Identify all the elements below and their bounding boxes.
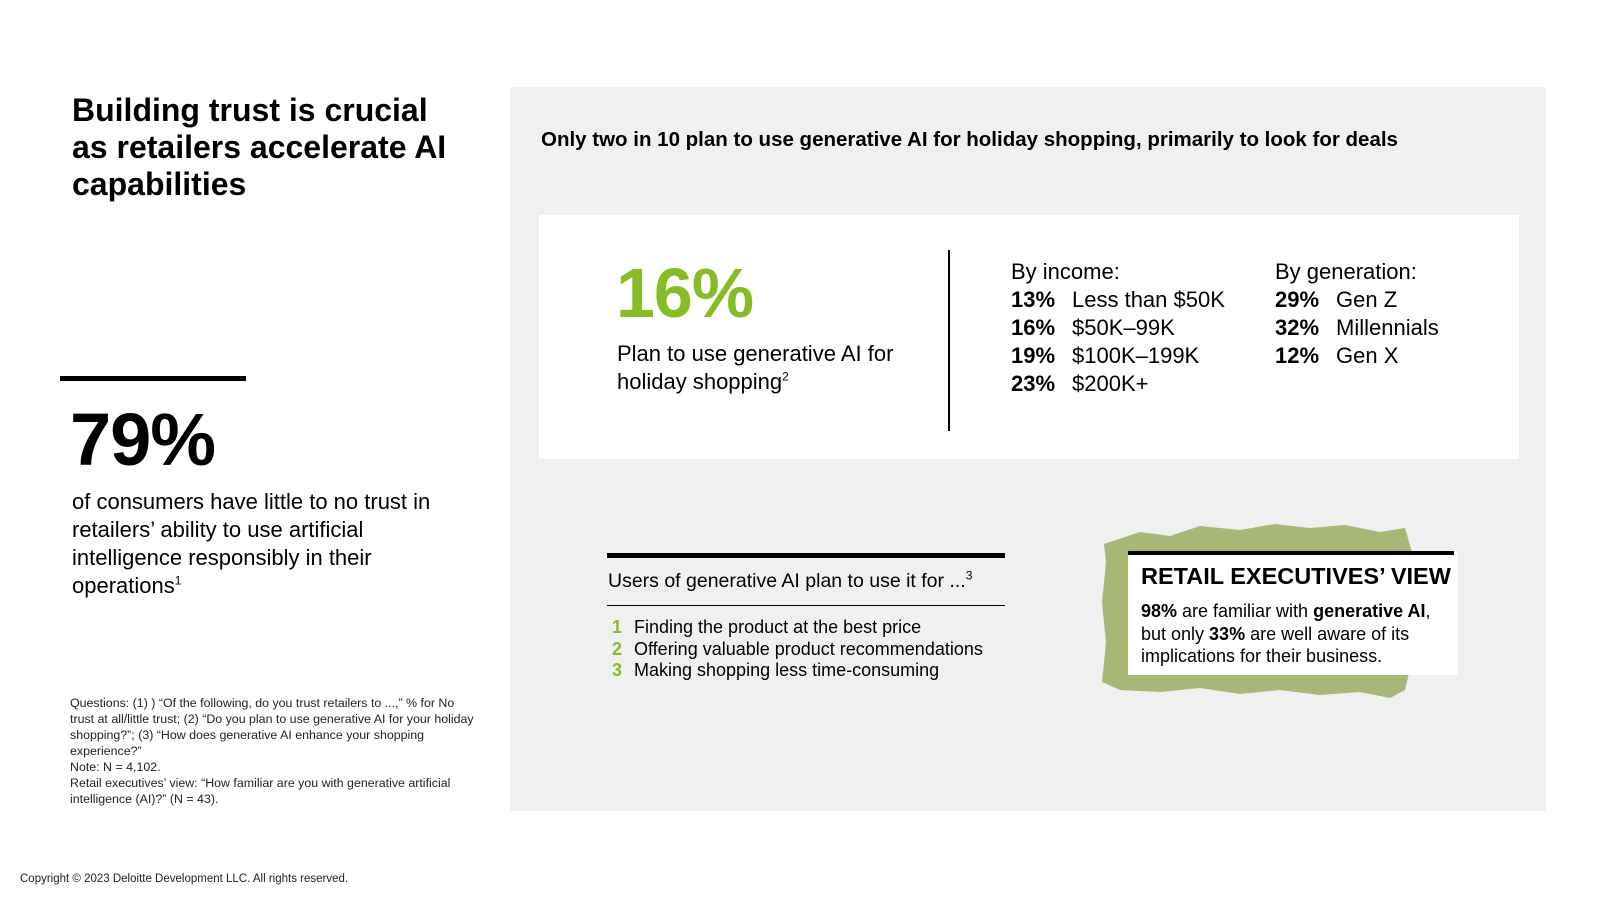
by-income-title: By income: xyxy=(1011,259,1120,284)
stats-divider xyxy=(948,250,950,431)
by-generation-group: By generation: 29% Gen Z 32% Millennials… xyxy=(1275,258,1439,370)
footnote-exec: Retail executives’ view: “How familiar a… xyxy=(70,776,451,806)
income-label: $50K–99K xyxy=(1072,315,1175,340)
income-value: 16% xyxy=(1011,315,1056,340)
income-row: 16% $50K–99K xyxy=(1011,314,1225,342)
footnotes: Questions: (1) ) “Of the following, do y… xyxy=(70,695,480,807)
footnote-note: Note: N = 4,102. xyxy=(70,760,161,774)
trust-stat-description: of consumers have little to no trust in … xyxy=(72,488,472,600)
income-label: $100K–199K xyxy=(1072,343,1200,368)
footnote-questions: Questions: (1) ) “Of the following, do y… xyxy=(70,696,474,758)
users-sub-rule xyxy=(607,605,1005,607)
exec-view-text: 98% are familiar with generative AI, but… xyxy=(1141,600,1451,668)
list-item-text: Offering valuable product recommendation… xyxy=(634,638,983,659)
users-heading: Users of generative AI plan to use it fo… xyxy=(608,570,972,593)
exec-familiar-value: 98% xyxy=(1141,601,1178,621)
exec-text-1: are familiar with xyxy=(1177,601,1314,621)
income-row: 13% Less than $50K xyxy=(1011,286,1225,314)
list-item-number: 1 xyxy=(612,617,623,637)
exec-text-3: are well aware of its implications for t… xyxy=(1141,623,1410,667)
income-row: 19% $100K–199K xyxy=(1011,342,1225,370)
generation-value: 29% xyxy=(1275,287,1320,312)
users-list: 1 Finding the product at the best price … xyxy=(612,617,983,682)
trust-stat-value: 79% xyxy=(70,398,216,481)
generation-label: Gen Z xyxy=(1336,287,1398,312)
trust-stat-text: of consumers have little to no trust in … xyxy=(72,489,431,598)
income-value: 13% xyxy=(1011,287,1056,312)
generation-value: 32% xyxy=(1275,315,1320,340)
exec-view-title: RETAIL EXECUTIVES’ VIEW xyxy=(1141,563,1451,589)
exec-view-card xyxy=(1128,551,1458,675)
stats-card xyxy=(539,215,1519,459)
footnote-ref-2: 2 xyxy=(782,369,789,384)
copyright: Copyright © 2023 Deloitte Development LL… xyxy=(20,873,349,885)
by-generation-title: By generation: xyxy=(1275,259,1417,284)
income-row: 23% $200K+ xyxy=(1011,370,1225,398)
plan-stat-value: 16% xyxy=(616,254,754,332)
income-value: 19% xyxy=(1011,343,1056,368)
exec-text-2: , but only xyxy=(1141,601,1431,644)
generation-row: 12% Gen X xyxy=(1275,342,1439,370)
exec-bold-term: generative AI xyxy=(1313,601,1426,621)
footnote-ref-1: 1 xyxy=(174,573,182,588)
exec-top-rule xyxy=(1128,551,1454,555)
list-item-text: Making shopping less time-consuming xyxy=(634,660,940,680)
income-label: $200K+ xyxy=(1072,371,1149,396)
page-title: Building trust is crucial as retailers a… xyxy=(72,92,447,202)
income-label: Less than $50K xyxy=(1072,287,1225,312)
users-heading-text: Users of generative AI plan to use it fo… xyxy=(608,570,966,592)
generation-label: Millennials xyxy=(1336,315,1439,340)
footnote-ref-3: 3 xyxy=(965,568,973,583)
plan-stat-description: Plan to use generative AI for holiday sh… xyxy=(617,340,917,396)
exec-aware-value: 33% xyxy=(1209,623,1246,644)
by-income-group: By income: 13% Less than $50K 16% $50K–9… xyxy=(1011,258,1225,398)
generation-row: 32% Millennials xyxy=(1275,314,1439,342)
users-top-rule xyxy=(607,553,1005,558)
income-value: 23% xyxy=(1011,371,1056,396)
divider-rule xyxy=(60,376,246,381)
list-item: 1 Finding the product at the best price xyxy=(612,617,983,639)
list-item-number: 3 xyxy=(612,660,623,680)
panel-title: Only two in 10 plan to use generative AI… xyxy=(541,128,1398,151)
list-item-text: Finding the product at the best price xyxy=(634,617,922,637)
generation-value: 12% xyxy=(1275,343,1320,368)
list-item: 2 Offering valuable product recommendati… xyxy=(612,639,983,661)
plan-stat-text: Plan to use generative AI for holiday sh… xyxy=(617,341,894,394)
list-item-number: 2 xyxy=(612,638,623,659)
list-item: 3 Making shopping less time-consuming xyxy=(612,660,983,682)
generation-label: Gen X xyxy=(1336,343,1399,368)
generation-row: 29% Gen Z xyxy=(1275,286,1439,314)
